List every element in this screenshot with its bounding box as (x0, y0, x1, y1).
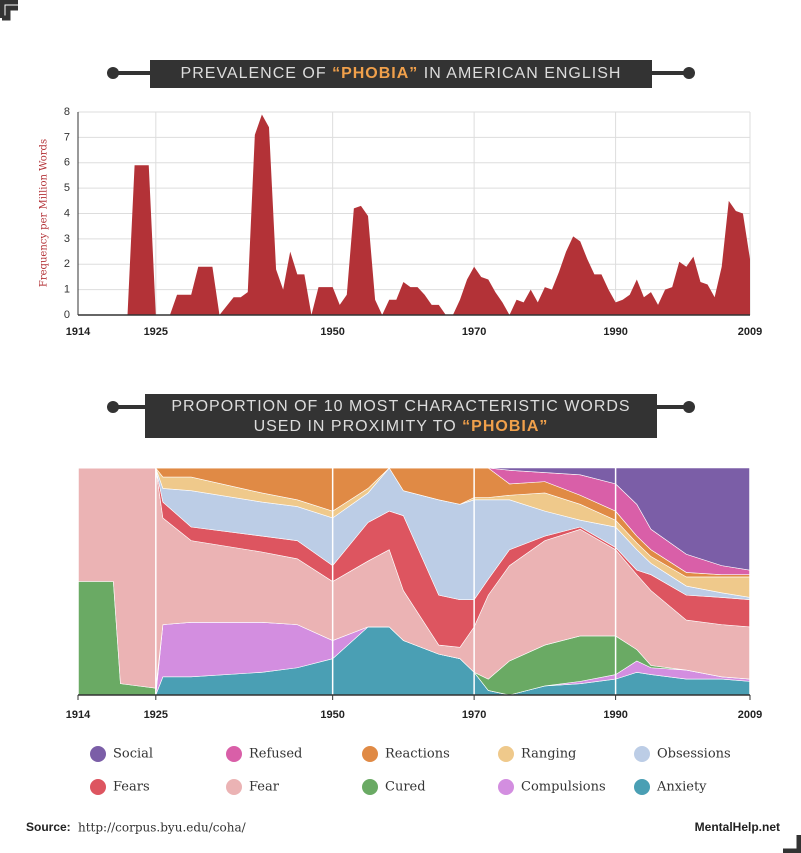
y-tick-label: 6 (64, 157, 70, 169)
x-tick-label: 2009 (738, 326, 762, 338)
legend-swatch (226, 779, 242, 795)
x-tick-label: 1925 (144, 709, 168, 721)
source-label: Source: (26, 820, 71, 834)
legend-label: Fears (113, 780, 150, 795)
legend-swatch (634, 779, 650, 795)
legend-swatch (362, 746, 378, 762)
source-url: http://corpus.byu.edu/coha/ (78, 821, 247, 835)
brand: MentalHelp.net (695, 820, 780, 834)
title-bar: PREVALENCE OF “PHOBIA” IN AMERICAN ENGLI… (107, 60, 695, 88)
x-tick-label: 1925 (144, 326, 168, 338)
legend-label: Obsessions (657, 747, 731, 762)
title-bar: PROPORTION OF 10 MOST CHARACTERISTIC WOR… (107, 394, 695, 438)
legend-label: Anxiety (656, 780, 707, 795)
chart-title: PREVALENCE OF “PHOBIA” IN AMERICAN ENGLI… (181, 65, 622, 82)
x-tick-label: 1970 (462, 709, 486, 721)
y-axis-label: Frequency per Million Words (39, 139, 50, 287)
x-tick-label: 1950 (320, 326, 344, 338)
y-tick-label: 1 (64, 284, 70, 296)
y-tick-label: 7 (64, 131, 70, 143)
y-tick-label: 8 (64, 106, 70, 118)
legend-swatch (634, 746, 650, 762)
title-highlight: “PHOBIA” (462, 418, 548, 435)
area (78, 114, 750, 315)
legend-label: Compulsions (521, 780, 606, 795)
corner-bracket (0, 0, 18, 21)
title-part: PREVALENCE OF (181, 65, 333, 82)
x-tick-label: 1914 (66, 326, 91, 338)
legend-swatch (362, 779, 378, 795)
y-tick-label: 5 (64, 182, 70, 194)
legend-swatch (498, 746, 514, 762)
title-highlight: “PHOBIA” (332, 65, 418, 82)
x-tick-label: 2009 (738, 709, 762, 721)
x-tick-label: 1914 (66, 709, 91, 721)
corner-bracket (783, 835, 801, 853)
legend-label: Refused (249, 747, 302, 762)
legend-swatch (226, 746, 242, 762)
y-tick-label: 4 (64, 207, 70, 219)
legend-swatch (90, 779, 106, 795)
legend-label: Reactions (385, 747, 450, 762)
x-tick-label: 1950 (320, 709, 344, 721)
x-tick-label: 1990 (603, 326, 627, 338)
legend-label: Cured (385, 780, 426, 795)
legend-swatch (498, 779, 514, 795)
chart-title: PROPORTION OF 10 MOST CHARACTERISTIC WOR… (171, 398, 630, 415)
title-part: IN AMERICAN ENGLISH (418, 65, 621, 82)
legend-label: Ranging (521, 747, 576, 762)
y-tick-label: 2 (64, 258, 70, 270)
y-tick-label: 0 (64, 309, 70, 321)
legend-label: Social (113, 747, 153, 762)
y-tick-label: 3 (64, 233, 70, 245)
legend-label: Fear (249, 780, 280, 795)
legend-swatch (90, 746, 106, 762)
x-tick-label: 1970 (462, 326, 486, 338)
title-part: USED IN PROXIMITY TO (254, 418, 463, 435)
chart-title: USED IN PROXIMITY TO “PHOBIA” (254, 418, 549, 435)
x-tick-label: 1990 (603, 709, 627, 721)
